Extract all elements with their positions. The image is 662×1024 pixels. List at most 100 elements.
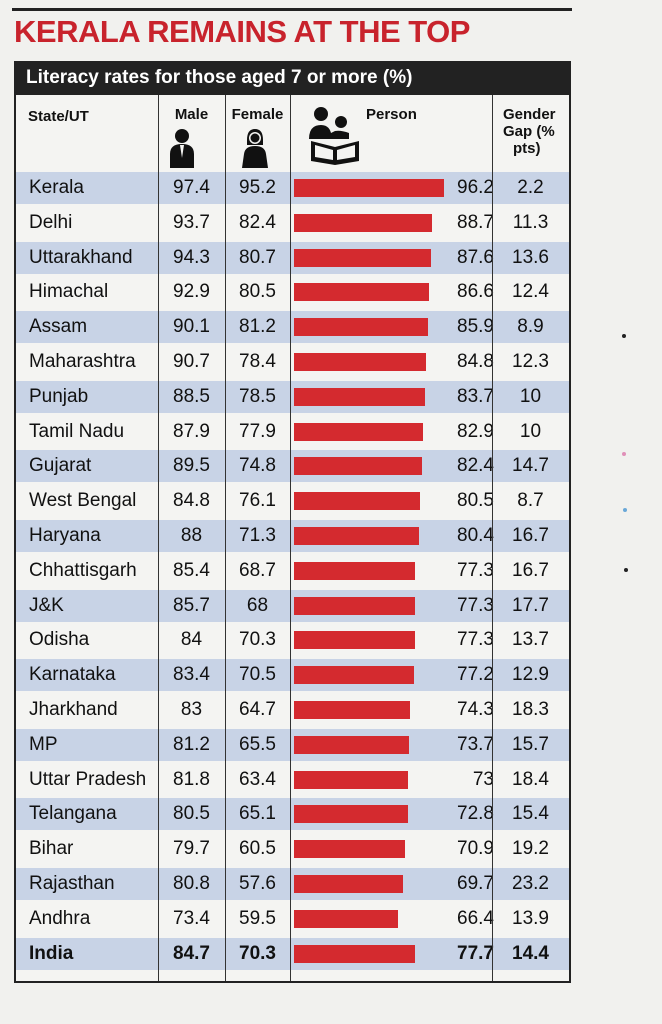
state-name: Tamil Nadu (29, 420, 125, 442)
state-name: Punjab (29, 385, 89, 407)
male-rate: 88.5 (173, 385, 210, 407)
person-rate: 82.4 (457, 455, 494, 477)
female-rate: 68.7 (239, 559, 276, 581)
state-name: Delhi (29, 211, 73, 233)
print-mark (622, 452, 626, 456)
gender-gap: 10 (519, 420, 542, 442)
gender-gap: 13.9 (512, 907, 549, 929)
table-row: Tamil Nadu 87.9 77.9 82.9 10 (16, 416, 569, 448)
headline: KERALA REMAINS AT THE TOP (14, 14, 470, 49)
print-mark (624, 568, 628, 572)
male-column-header: Male (174, 106, 209, 123)
male-rate: 97.4 (173, 177, 210, 198)
person-rate: 77.3 (457, 629, 494, 651)
gender-gap: 12.3 (512, 351, 549, 372)
person-rate-bar (294, 283, 430, 302)
column-divider (158, 95, 159, 981)
gender-gap: 14.4 (512, 942, 549, 964)
gender-gap: 8.7 (517, 490, 544, 512)
male-rate: 84.8 (173, 490, 210, 512)
female-rate: 70.5 (239, 664, 276, 686)
state-name: Uttarakhand (29, 246, 133, 268)
person-rate: 83.7 (457, 385, 494, 407)
table-row: Gujarat 89.5 74.8 82.4 14.7 (16, 450, 569, 483)
person-rate: 84.8 (457, 351, 494, 372)
state-name: Odisha (29, 629, 90, 651)
state-name: Rajasthan (29, 873, 115, 894)
female-rate: 68 (246, 594, 269, 616)
table-row: MP 81.2 65.5 73.7 15.7 (16, 728, 569, 761)
table-row: J&K 85.7 68 77.3 17.7 (16, 589, 569, 622)
female-rate: 70.3 (239, 629, 276, 651)
person-rate: 82.9 (457, 420, 494, 442)
gender-gap: 11.3 (512, 211, 549, 233)
person-rate: 77.3 (457, 559, 494, 581)
person-rate-bar (294, 840, 405, 859)
person-rate-bar (294, 179, 444, 197)
gap-header-line: Gap (% (503, 123, 555, 140)
person-rate-bar (294, 944, 416, 963)
male-rate: 85.7 (173, 594, 210, 616)
state-name: Assam (29, 316, 88, 338)
gender-gap: 13.7 (512, 629, 549, 651)
male-rate: 81.2 (173, 733, 210, 755)
gap-header-line: Gender (503, 106, 556, 123)
person-rate-bar (294, 805, 408, 824)
state-name: Himachal (29, 281, 109, 303)
gender-gap: 18.3 (512, 699, 549, 720)
male-rate: 85.4 (173, 559, 210, 581)
gender-gap: 12.9 (512, 664, 549, 686)
gender-gap: 8.9 (517, 316, 544, 338)
male-rate: 81.8 (173, 768, 210, 790)
male-rate: 90.7 (173, 351, 210, 372)
female-rate: 74.8 (239, 455, 276, 477)
person-rate-bar (294, 770, 408, 789)
male-rate: 92.9 (173, 281, 210, 303)
state-name: India (29, 942, 74, 964)
female-rate: 60.5 (239, 838, 276, 860)
person-rate: 73.7 (457, 733, 494, 755)
person-rate: 88.7 (457, 211, 494, 233)
person-rate-bar (294, 248, 431, 267)
state-name: Gujarat (29, 455, 92, 477)
table-row: West Bengal 84.8 76.1 80.5 8.7 (16, 485, 569, 517)
person-rate: 69.7 (457, 873, 494, 894)
print-mark (623, 508, 627, 512)
gap-header-line: pts) (513, 140, 541, 157)
table-row: Rajasthan 80.8 57.6 69.7 23.2 (16, 868, 569, 900)
person-rate-bar (294, 213, 433, 232)
table-row: Chhattisgarh 85.4 68.7 77.3 16.7 (16, 555, 569, 587)
gender-gap: 14.7 (512, 455, 549, 477)
column-divider (492, 95, 493, 981)
person-rate: 87.6 (457, 246, 494, 268)
female-column-header: Female (231, 106, 284, 123)
table-row: Karnataka 83.4 70.5 77.2 12.9 (16, 659, 569, 692)
gender-gap: 23.2 (512, 873, 549, 894)
male-rate: 80.5 (173, 803, 210, 825)
gender-gap: 12.4 (512, 281, 549, 303)
female-rate: 82.4 (239, 211, 276, 233)
gender-gap: 17.7 (512, 594, 549, 616)
table-row: Himachal 92.9 80.5 86.6 12.4 (16, 276, 569, 308)
person-rate: 73 (472, 768, 494, 790)
female-rate: 78.4 (239, 351, 276, 372)
state-name: Karnataka (29, 664, 116, 686)
person-rate: 80.4 (457, 525, 494, 546)
person-rate: 66.4 (457, 907, 494, 929)
gender-gap: 15.4 (512, 803, 549, 825)
male-rate: 84 (180, 629, 203, 651)
gender-gap: 2.2 (517, 177, 544, 198)
gender-gap: 16.7 (512, 525, 549, 546)
person-rate-bar (294, 492, 420, 511)
person-rate: 72.8 (457, 803, 494, 825)
male-rate: 83.4 (173, 664, 210, 686)
top-rule (12, 8, 572, 11)
state-name: Haryana (29, 525, 101, 546)
female-rate: 70.3 (239, 942, 276, 964)
female-rate: 76.1 (239, 490, 276, 512)
column-divider (290, 95, 291, 981)
person-rate-bar (294, 318, 428, 337)
female-rate: 63.4 (239, 768, 276, 790)
state-name: Chhattisgarh (29, 559, 137, 581)
person-rate-bar (294, 527, 420, 545)
